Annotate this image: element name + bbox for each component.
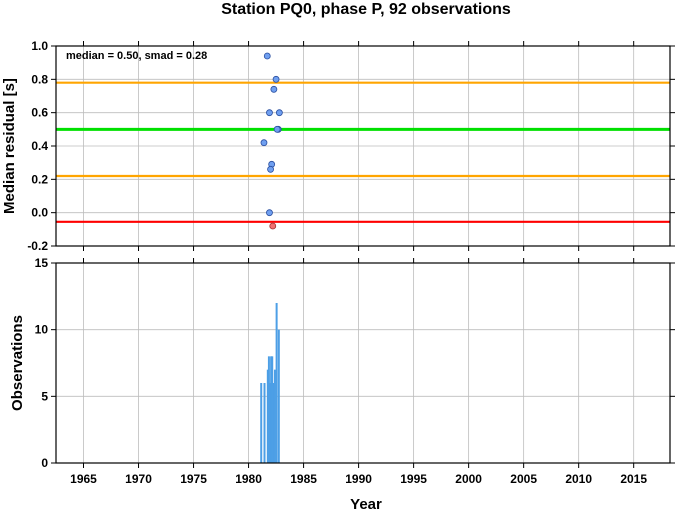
stats-annotation: median = 0.50, smad = 0.28 [66,50,207,62]
x-tick-label: 1990 [345,472,372,486]
observations-bars [260,303,280,463]
x-tick-label: 1995 [400,472,427,486]
observations-y-tick-label: 15 [35,256,49,270]
residual-y-tick-label: 0.2 [31,172,48,186]
observation-bar [272,383,275,463]
observation-bar [270,356,273,463]
observations-y-tick-label: 0 [41,456,48,470]
observation-bar [275,303,278,463]
x-tick-label: 1975 [180,472,207,486]
outlier-point [269,222,277,230]
residual-y-tick-label: 0.0 [31,206,48,220]
x-tick-label: 2005 [510,472,537,486]
x-tick-label: 1965 [70,472,97,486]
residual-ticks: -0.2 0.0 0.2 0.4 0.6 0.8 1.0 [27,39,675,253]
residual-y-tick-label: -0.2 [27,239,48,253]
residual-point [275,109,283,117]
observation-bar [269,383,272,463]
residual-reference-lines [56,81,670,223]
residual-grid [56,45,670,247]
residual-point [267,165,274,173]
residual-point [263,52,271,60]
x-tick-label: 2000 [455,472,482,486]
residual-point [260,139,268,147]
observation-bar [260,383,263,463]
x-tick-label: 2010 [565,472,592,486]
residual-y-axis-label: Median residual [s] [1,78,18,214]
observations-y-tick-label: 10 [35,323,49,337]
x-tick-label: 1980 [235,472,262,486]
observation-bar [273,369,276,463]
residual-point [272,75,280,83]
observations-frame [55,262,671,464]
observation-bar [271,356,274,463]
residual-points [260,52,283,230]
residual-y-tick-label: 0.8 [31,72,48,86]
x-tick-label: 1985 [290,472,317,486]
residual-point [270,85,278,93]
x-axis-label: Year [350,496,382,511]
observations-grid [56,262,670,464]
chart-title: Station PQ0, phase P, 92 observations [221,1,511,18]
observations-panel: 1965 1970 1975 1980 1985 1990 1995 2000 2005 2010… [9,256,675,511]
x-tick-label: 1970 [125,472,152,486]
residual-point [266,109,273,117]
observations-y-tick-label: 5 [41,389,48,403]
residual-point [266,209,273,217]
residual-point [273,125,281,133]
residual-y-tick-label: 1.0 [31,39,48,53]
observation-bar [277,329,280,463]
x-tick-label: 2015 [620,472,647,486]
residual-y-tick-label: 0.4 [31,139,48,153]
observations-ticks: 1965 1970 1975 1980 1985 1990 1995 2000 2005 2010… [35,256,675,486]
observation-bar [267,356,270,463]
observation-bar [263,383,266,463]
residual-y-tick-label: 0.6 [31,106,48,120]
observations-y-axis-label: Observations [9,315,26,411]
residual-panel: -0.2 0.0 0.2 0.4 0.6 0.8 1.0 median = 0.50, sm… [1,39,675,253]
observation-bar [266,369,269,463]
